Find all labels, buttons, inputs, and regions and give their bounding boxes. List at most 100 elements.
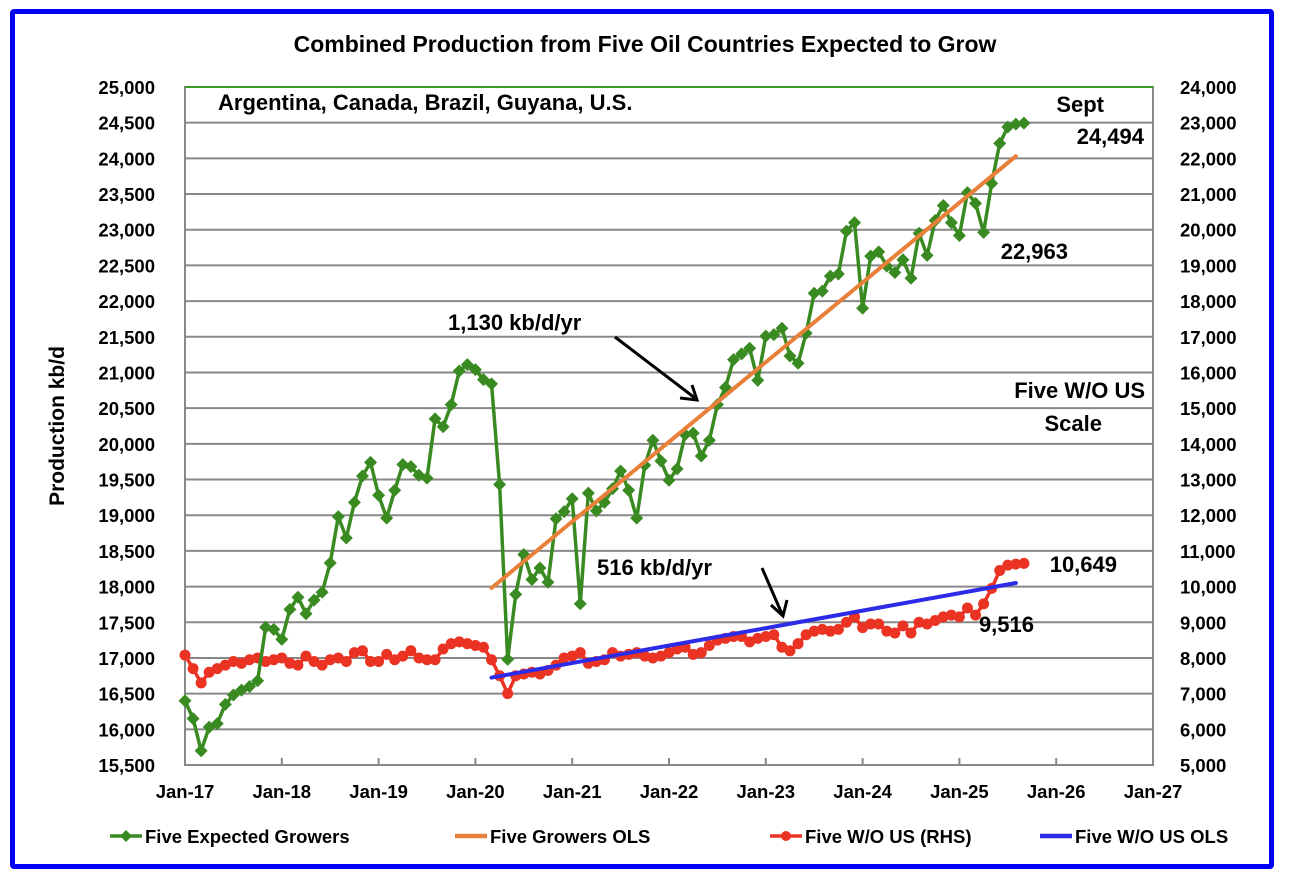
data-point [978,598,990,610]
data-point [380,511,394,525]
data-point [300,650,312,662]
data-point [452,364,466,378]
data-point [397,650,409,662]
data-point [703,639,715,651]
y2-tick-label: 21,000 [1180,184,1237,205]
data-point [307,593,321,607]
x-tick-label: Jan-18 [252,781,311,802]
data-point [276,652,288,664]
data-point [1002,559,1014,571]
annotation-rhs-scale-2: Scale [1045,411,1103,436]
data-point [226,688,240,702]
legend-label: Five Expected Growers [145,826,350,847]
data-point [267,622,281,636]
data-point [969,196,983,210]
data-point [178,694,192,708]
x-tick-label: Jan-21 [543,781,602,802]
arrow-red-ols [760,567,789,619]
data-point [444,398,458,412]
data-point [662,473,676,487]
data-point [291,590,305,604]
y2-tick-label: 16,000 [1180,362,1237,383]
y2-tick-label: 8,000 [1180,648,1226,669]
data-point [856,301,870,315]
annotation-sept: Sept [1056,92,1104,117]
y2-tick-label: 15,000 [1180,398,1237,419]
legend-label: Five W/O US OLS [1075,826,1228,847]
legend-item: Five Expected Growers [110,826,350,847]
annotation-rhs-scale-1: Five W/O US [1014,378,1145,403]
y-tick-label: 17,500 [98,612,155,633]
y-tick-label: 25,000 [98,77,155,98]
data-point [775,321,789,335]
data-point [993,136,1007,150]
data-point [525,572,539,586]
data-point [468,363,482,377]
data-point [486,654,498,666]
y2-tick-label: 14,000 [1180,434,1237,455]
data-point [815,284,829,298]
data-point [549,512,563,526]
data-point [437,643,449,655]
data-point [784,645,796,657]
y-tick-label: 19,000 [98,505,155,526]
annotation-dip-green: 22,963 [1001,239,1068,264]
data-point [904,271,918,285]
x-tick-label: Jan-26 [1027,781,1086,802]
data-point [952,228,966,242]
data-point [646,433,660,447]
data-point [977,225,991,239]
data-point [970,609,982,621]
y-tick-label: 23,500 [98,184,155,205]
data-point [848,216,862,230]
data-point [622,483,636,497]
data-point [759,329,773,343]
data-point [840,616,852,628]
trend-line [489,154,1018,591]
data-point [429,654,441,666]
data-point [944,216,958,230]
y-tick-label: 22,000 [98,291,155,312]
y-tick-label: 22,500 [98,255,155,276]
data-point [292,659,304,671]
data-point [589,504,603,518]
data-point [421,654,433,666]
data-point [905,627,917,639]
y-tick-label: 16,500 [98,684,155,705]
data-point [195,677,207,689]
x-tick-label: Jan-22 [640,781,699,802]
y-tick-label: 18,000 [98,577,155,598]
data-point [727,353,741,367]
y2-tick-label: 5,000 [1180,755,1226,776]
data-point [364,455,378,469]
data-point [347,495,361,509]
y2-tick-label: 22,000 [1180,148,1237,169]
data-point [243,679,257,693]
data-point [283,602,297,616]
y2-tick-label: 13,000 [1180,470,1237,491]
data-point [194,744,208,758]
data-point [573,597,587,611]
data-point [405,645,417,657]
y-tick-label: 16,000 [98,719,155,740]
data-point [373,656,385,668]
annotation-dip-red: 9,516 [979,612,1034,637]
annotation-last-green: 24,494 [1077,124,1145,149]
data-point [839,224,853,238]
y2-tick-label: 9,000 [1180,612,1226,633]
data-point [315,585,329,599]
data-point [614,464,628,478]
annotation-last-red: 10,649 [1050,552,1117,577]
y-tick-label: 23,000 [98,220,155,241]
y-tick-label: 15,500 [98,755,155,776]
data-point [1010,558,1022,570]
data-point [356,645,368,657]
data-point [331,510,345,524]
y2-tick-label: 19,000 [1180,255,1237,276]
data-point [372,488,386,502]
series-five-expected-growers [178,116,1031,758]
data-point [299,607,313,621]
data-point [493,478,507,492]
y2-tick-label: 20,000 [1180,220,1237,241]
